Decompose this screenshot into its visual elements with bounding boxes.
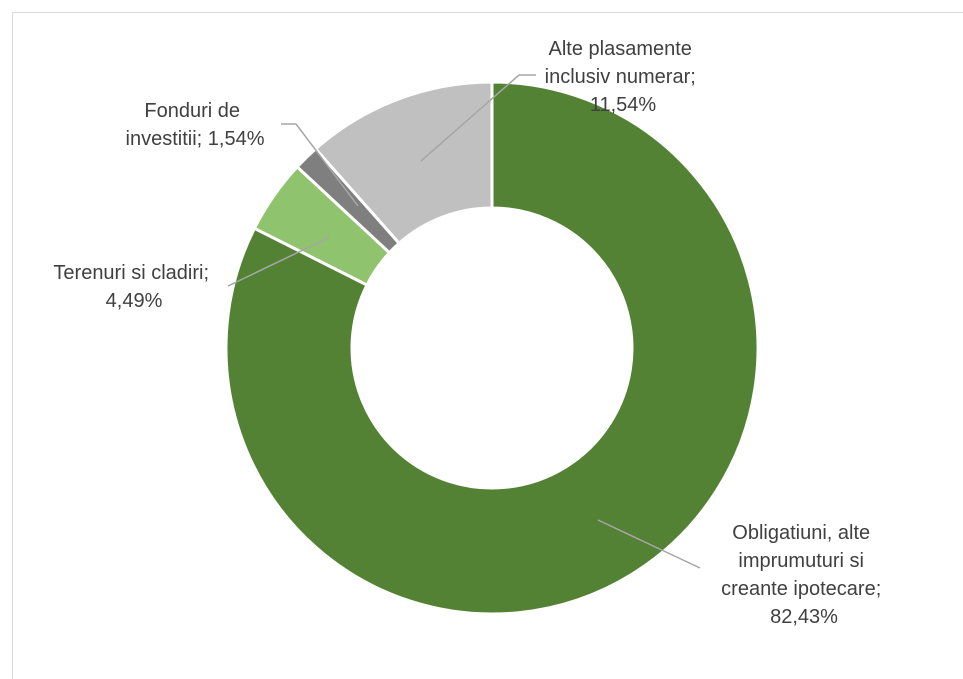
label-obligatiuni-line3: creante ipotecare; [721,578,881,600]
label-obligatiuni-value: 82,43% [770,606,838,628]
label-obligatiuni-line1: Obligatiuni, alte [732,522,870,544]
slice-obligatiuni [224,80,760,616]
label-terenuri-value: 4,49% [106,290,163,312]
label-alte-line1: Alte plasamente [549,38,692,60]
label-obligatiuni-line2: imprumuturi si [738,550,864,572]
label-obligatiuni: Obligatiuni, alte imprumuturi si creante… [721,522,887,628]
label-fonduri-line2: investitii; 1,54% [126,128,265,150]
leader-lines [227,74,701,569]
chart-border-left [12,12,13,679]
label-alte-line2: inclusiv numerar; [545,66,696,88]
donut-slices [224,80,760,616]
leader-line-alte [420,74,536,162]
label-alte: Alte plasamente inclusiv numerar; 11,54% [545,38,702,116]
label-alte-value: 11,54% [590,94,657,116]
label-fonduri: Fonduri de investitii; 1,54% [126,100,265,150]
label-terenuri: Terenuri si cladiri; 4,49% [53,262,214,312]
leader-line-obligatiuni [597,519,701,569]
leader-line-terenuri [227,236,331,287]
label-terenuri-line1: Terenuri si cladiri; [53,262,209,284]
chart-border-top [12,12,963,13]
leader-line-fonduri [281,123,359,207]
label-fonduri-line1: Fonduri de [144,100,240,122]
slice-alte [313,80,494,246]
